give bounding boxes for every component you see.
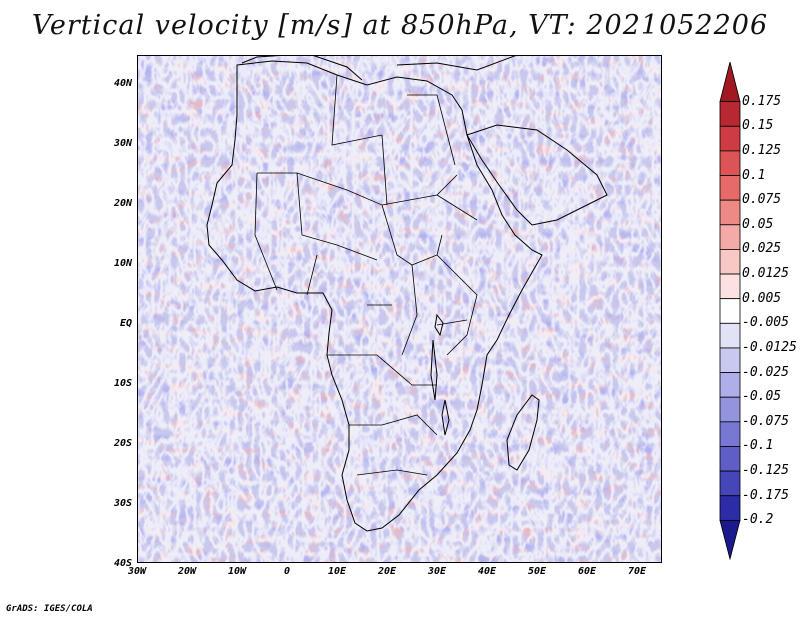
- colorbar-swatch: [719, 224, 741, 250]
- colorbar-swatch: [719, 125, 741, 152]
- lat-label: 20N: [113, 198, 132, 209]
- colorbar-swatch: [719, 347, 741, 373]
- lat-label: 20S: [113, 438, 132, 449]
- colorbar-swatch: [719, 101, 741, 127]
- arabia-outline: [466, 124, 608, 226]
- colorbar-swatch: [719, 62, 741, 103]
- colorbar-level-label: -0.075: [742, 413, 789, 429]
- colorbar-level-label: 0.15: [742, 118, 774, 134]
- neutral-pattern: [137, 55, 662, 563]
- colorbar-swatch: [719, 273, 741, 300]
- colorbar-swatch: [719, 150, 741, 176]
- lat-label: 30S: [113, 498, 132, 509]
- colorbar-level-label: 0.05: [742, 216, 774, 232]
- coastlines: [206, 55, 608, 532]
- credit-text: GrADS: IGES/COLA: [6, 604, 93, 614]
- colorbar-swatch: [719, 396, 741, 423]
- velocity-field: [137, 55, 662, 563]
- colorbar-swatch: [719, 519, 741, 560]
- colorbar-swatch: [719, 175, 741, 201]
- colorbar-level-label: -0.0125: [742, 339, 797, 355]
- colorbar-swatch: [719, 372, 741, 398]
- colorbar-level-label: -0.175: [742, 487, 789, 503]
- chart-title: Vertical velocity [m/s] at 850hPa, VT: 2…: [31, 10, 769, 41]
- colorbar-swatch: [719, 495, 741, 521]
- lat-label: EQ: [119, 318, 132, 329]
- colorbar-swatch: [719, 199, 741, 226]
- colorbar: [719, 62, 741, 560]
- colorbar-level-label: 0.005: [742, 290, 782, 306]
- lat-label: 10N: [113, 258, 132, 269]
- colorbar-level-label: -0.025: [742, 364, 789, 380]
- lat-label: 10S: [113, 378, 132, 389]
- colorbar-level-label: 0.075: [742, 192, 782, 208]
- colorbar-level-label: 0.0125: [742, 266, 789, 282]
- lat-label: 40N: [113, 78, 132, 89]
- colorbar-swatch: [719, 421, 741, 447]
- colorbar-swatch: [719, 249, 741, 275]
- lon-label: 20W: [177, 566, 197, 577]
- lon-label: 50E: [527, 566, 547, 577]
- lon-label: 10E: [327, 566, 347, 577]
- map-plot: [137, 55, 662, 563]
- colorbar-level-label: 0.175: [742, 93, 782, 109]
- lon-label: 60E: [577, 566, 597, 577]
- colorbar-level-label: -0.1: [742, 438, 774, 454]
- colorbar-level-label: 0.125: [742, 142, 782, 158]
- africa-coastline: [206, 60, 543, 532]
- colorbar-swatch: [719, 298, 741, 324]
- lon-label: 30E: [427, 566, 447, 577]
- colorbar-level-label: 0.025: [742, 241, 782, 257]
- lat-label: 30N: [113, 138, 132, 149]
- colorbar-swatch: [719, 322, 741, 349]
- madagascar-outline: [506, 394, 540, 471]
- colorbar-level-label: -0.05: [742, 389, 782, 405]
- lon-label: 20E: [377, 566, 397, 577]
- great-lakes: [430, 313, 450, 436]
- lon-label: 40E: [477, 566, 497, 577]
- internal-borders: [254, 74, 478, 476]
- colorbar-level-label: -0.005: [742, 315, 789, 331]
- colorbar-level-label: 0.1: [742, 167, 766, 183]
- lon-label: 0: [283, 566, 291, 577]
- lon-label: 10W: [227, 566, 247, 577]
- colorbar-swatch: [719, 446, 741, 472]
- lon-label: 30W: [127, 566, 147, 577]
- lon-label: 70E: [627, 566, 647, 577]
- colorbar-swatch: [719, 470, 741, 497]
- colorbar-level-label: -0.125: [742, 463, 789, 479]
- colorbar-level-label: -0.2: [742, 512, 774, 528]
- lat-label: 40S: [113, 558, 132, 569]
